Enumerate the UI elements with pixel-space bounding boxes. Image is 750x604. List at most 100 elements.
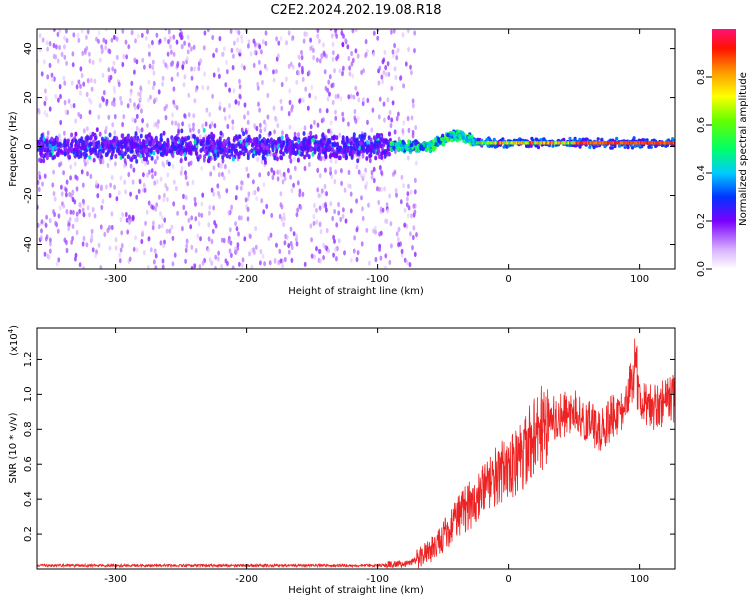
heatmap-cell — [610, 141, 612, 145]
heatmap-cell — [148, 51, 151, 57]
heatmap-cell — [246, 216, 250, 222]
heatmap-cell — [134, 235, 137, 241]
heatmap-cell — [412, 225, 416, 231]
heatmap-cell — [325, 191, 329, 197]
heatmap-cell — [223, 147, 227, 153]
heatmap-cell — [45, 112, 49, 118]
heatmap-cell — [449, 132, 453, 137]
heatmap-cell — [277, 53, 280, 59]
heatmap-cell — [240, 262, 244, 268]
heatmap-cell — [365, 227, 369, 233]
heatmap-cell — [340, 30, 344, 36]
heatmap-cell — [506, 144, 510, 148]
heatmap-cell — [333, 179, 337, 185]
heatmap-cell — [309, 45, 313, 52]
heatmap-cell — [136, 33, 140, 39]
heatmap-cell — [215, 47, 218, 53]
heatmap-cell — [366, 140, 370, 145]
heatmap-cell — [140, 238, 144, 245]
heatmap-cell — [122, 163, 126, 169]
heatmap-cell — [268, 260, 272, 266]
heatmap-cell — [120, 230, 124, 236]
heatmap-cell — [523, 141, 525, 145]
heatmap-cell — [407, 139, 411, 144]
heatmap-cell — [99, 265, 103, 269]
heatmap-cell — [520, 141, 523, 145]
heatmap-cell — [379, 255, 383, 261]
heatmap-cell — [197, 65, 201, 72]
heatmap-cell — [127, 44, 131, 50]
heatmap-cell — [320, 188, 324, 194]
heatmap-cell — [318, 248, 322, 255]
heatmap-cell — [303, 261, 307, 267]
heatmap-cell — [419, 144, 423, 149]
heatmap-cell — [58, 44, 61, 51]
heatmap-cell — [391, 141, 395, 146]
heatmap-cell — [134, 38, 137, 44]
heatmap-cell — [130, 80, 134, 86]
heatmap-cell — [297, 132, 300, 138]
heatmap-cell — [108, 132, 112, 138]
snr-ylabel: SNR (10 * v/v) — [8, 412, 19, 483]
heatmap-cell — [148, 142, 152, 147]
heatmap-cell — [406, 29, 410, 34]
heatmap-cell — [344, 37, 347, 43]
heatmap-cell — [84, 161, 87, 167]
heatmap-cell — [131, 117, 135, 123]
heatmap-cell — [248, 233, 252, 239]
heatmap-cell — [105, 184, 108, 190]
heatmap-cell — [142, 182, 146, 188]
heatmap-cell — [240, 34, 244, 40]
heatmap-cell — [44, 222, 48, 228]
heatmap-cell — [569, 141, 571, 145]
heatmap-cell — [70, 147, 74, 153]
heatmap-cell — [333, 238, 336, 244]
heatmap-cell — [308, 161, 311, 168]
heatmap-cell — [117, 141, 121, 147]
heatmap-cell — [354, 48, 358, 54]
heatmap-cell — [74, 217, 77, 223]
heatmap-cell — [331, 50, 335, 56]
heatmap-cell — [124, 211, 128, 218]
heatmap-cell — [57, 257, 61, 263]
heatmap-cell — [383, 154, 387, 159]
heatmap-cell — [149, 247, 153, 253]
heatmap-cell — [126, 135, 130, 141]
heatmap-cell — [48, 106, 52, 112]
heatmap-cell — [348, 65, 352, 71]
heatmap-cell — [147, 79, 151, 85]
heatmap-cell — [184, 194, 188, 200]
heatmap-cell — [120, 243, 124, 249]
heatmap-cell — [209, 171, 213, 177]
heatmap-cell — [311, 137, 315, 143]
heatmap-cell — [583, 138, 587, 143]
heatmap-cell — [163, 106, 167, 112]
heatmap-cell — [227, 210, 231, 216]
heatmap-cell — [174, 120, 178, 126]
heatmap-cell — [143, 64, 146, 70]
heatmap-cell — [83, 47, 87, 53]
heatmap-cell — [664, 141, 667, 145]
heatmap-cell — [115, 54, 119, 60]
heatmap-cell — [253, 249, 256, 256]
heatmap-cell — [141, 153, 145, 158]
heatmap-cell — [367, 24, 370, 29]
heatmap-cell — [348, 183, 352, 189]
heatmap-cell — [182, 82, 186, 88]
heatmap-cell — [397, 236, 400, 242]
snr-xtick-label: 0 — [505, 574, 511, 585]
heatmap-cell — [521, 141, 524, 145]
heatmap-cell — [481, 141, 484, 145]
heatmap-cell — [331, 215, 335, 222]
heatmap-cell — [340, 168, 343, 174]
heatmap-cell — [370, 143, 374, 149]
heatmap-cell — [652, 141, 655, 145]
heatmap-cell — [578, 137, 582, 142]
heatmap-cell — [145, 209, 149, 215]
heatmap-cell — [120, 144, 124, 150]
heatmap-cell — [514, 141, 517, 145]
heatmap-cell — [123, 158, 127, 164]
heatmap-cell — [111, 122, 115, 128]
heatmap-cell — [155, 32, 159, 38]
heatmap-cell — [338, 132, 342, 138]
